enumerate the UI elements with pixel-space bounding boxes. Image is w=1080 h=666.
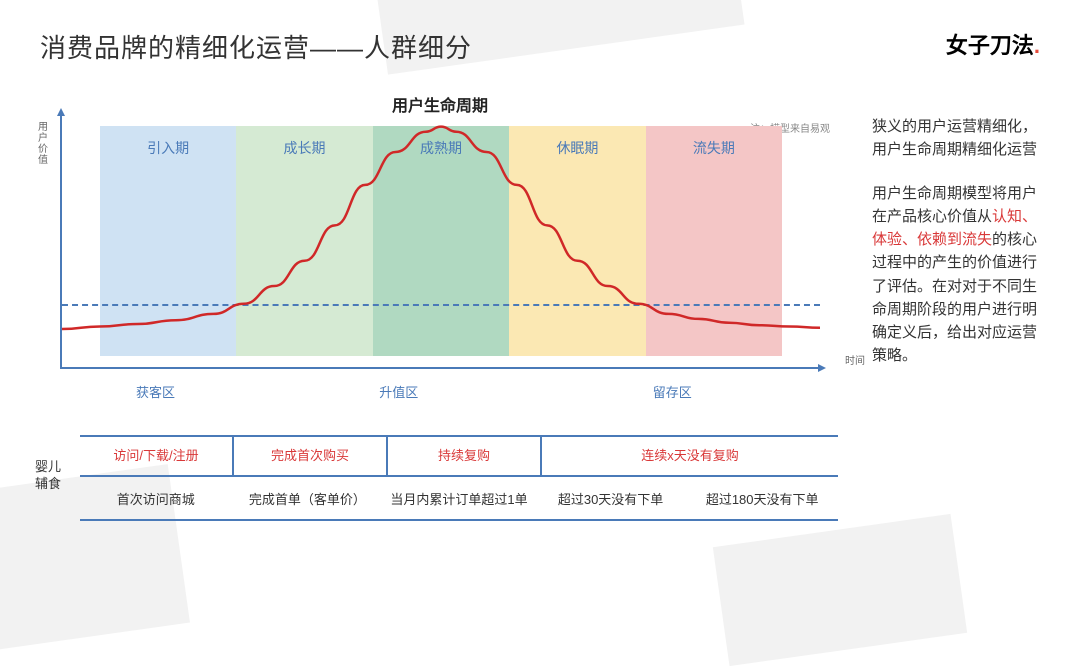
table-row-1: 访问/下载/注册完成首次购买持续复购连续x天没有复购 [80,437,838,477]
brand-logo: 女子刀法. [946,28,1040,60]
table-cell: 首次访问商城 [80,477,232,523]
zone-label: 升值区 [379,382,418,401]
table-cell: 访问/下载/注册 [80,437,234,475]
page-title: 消费品牌的精细化运营——人群细分 [40,28,472,65]
table-row-2: 首次访问商城完成首单（客单价）当月内累计订单超过1单超过30天没有下单超过180… [80,477,838,523]
bg-shape [713,514,967,666]
phase-label: 流失期 [646,138,782,158]
phase-label: 引入期 [100,138,236,158]
table-grid: 访问/下载/注册完成首次购买持续复购连续x天没有复购 首次访问商城完成首单（客单… [80,435,838,521]
baseline-dashed [62,304,820,306]
sidebar-para2: 用户生命周期模型将用户在产品核心价值从认知、体验、依赖到流失的核心过程中的产生的… [872,182,1042,368]
table-cell: 完成首次购买 [234,437,388,475]
phase-label: 成长期 [236,138,372,158]
table-cell: 连续x天没有复购 [542,437,838,475]
table-side-label: 婴儿辅食 [35,459,65,493]
lifecycle-table: 婴儿辅食 访问/下载/注册完成首次购买持续复购连续x天没有复购 首次访问商城完成… [40,435,840,525]
phase-block: 成长期 [236,126,372,356]
brand-text: 女子刀法 [946,33,1034,58]
sidebar-para1: 狭义的用户运营精细化，用户生命周期精细化运营 [872,115,1042,162]
table-cell: 超过180天没有下单 [686,477,838,523]
plot-area: 引入期成长期成熟期休眠期流失期 [60,114,820,369]
phase-label: 休眠期 [509,138,645,158]
brand-dot: . [1034,33,1040,58]
phase-label: 成熟期 [373,138,509,158]
lifecycle-chart: 用户生命周期 注：模型来自易观 用户价值 时间 引入期成长期成熟期休眠期流失期 … [40,92,840,417]
chart-title: 用户生命周期 [40,92,840,116]
x-axis-label: 时间 [845,352,865,367]
table-cell: 完成首单（客单价） [232,477,384,523]
zone-label: 获客区 [136,382,175,401]
table-cell: 超过30天没有下单 [535,477,687,523]
phase-block: 引入期 [100,126,236,356]
phase-block: 流失期 [646,126,782,356]
table-cell: 当月内累计订单超过1单 [383,477,535,523]
sidebar-text: 狭义的用户运营精细化，用户生命周期精细化运营 用户生命周期模型将用户在产品核心价… [872,115,1042,368]
phase-block: 成熟期 [373,126,509,356]
table-cell: 持续复购 [388,437,542,475]
zone-label: 留存区 [653,382,692,401]
y-axis-label: 用户价值 [38,122,50,166]
phase-block: 休眠期 [509,126,645,356]
sidebar-para2-b: 的核心过程中的产生的价值进行了评估。在对对于不同生命周期阶段的用户进行明确定义后… [872,231,1037,364]
